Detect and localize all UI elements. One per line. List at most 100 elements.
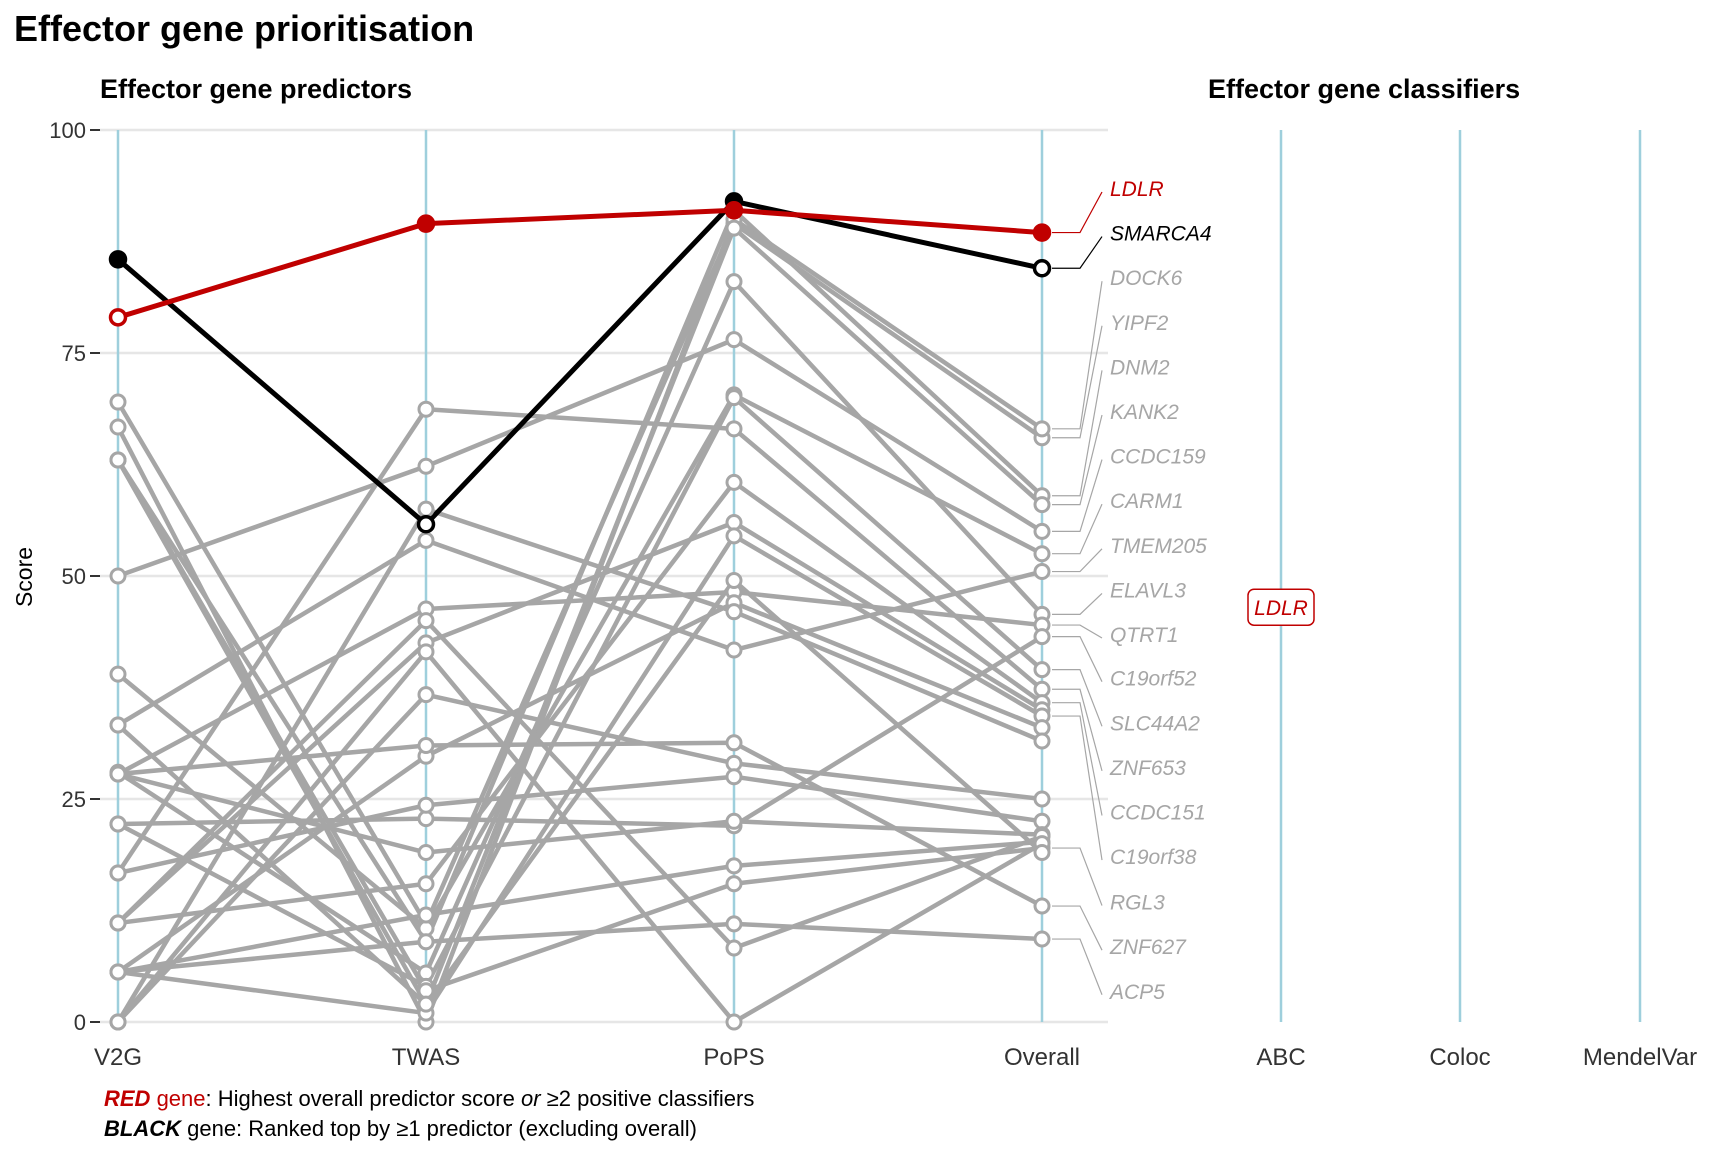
label-leader (1052, 236, 1103, 269)
predictors-panel-title: Effector gene predictors (100, 74, 413, 104)
gene-point (109, 963, 127, 981)
gene-point-smarca4 (416, 515, 436, 534)
legend-red-gene: gene (150, 1086, 206, 1111)
gene-line (116, 392, 1044, 931)
gene-point (725, 915, 743, 933)
gene-line (116, 618, 1043, 951)
label-leader (1052, 281, 1103, 430)
label-leader (1052, 503, 1103, 555)
gene-point (109, 451, 127, 469)
classifier-label: ABC (1256, 1044, 1305, 1071)
gene-line (117, 740, 1044, 909)
gene-line (117, 634, 1044, 829)
gene-point (109, 815, 127, 833)
gene-line (116, 520, 1044, 925)
gene-point (109, 393, 127, 411)
gene-point-ldlr (1032, 223, 1052, 242)
gene-point (109, 914, 127, 932)
classifier-label: MendelVar (1583, 1044, 1697, 1071)
label-leader (1052, 847, 1103, 906)
gene-point (417, 995, 435, 1013)
gene-label-dnm2: DNM2 (1110, 356, 1170, 379)
gene-point (1033, 522, 1051, 540)
y-tick-label: 50 (62, 564, 86, 589)
legend-black: BLACK gene: Ranked top by ≥1 predictor (… (104, 1116, 697, 1142)
gene-point (1033, 790, 1051, 808)
gene-labels-layer: LDLR SMARCA4 DOCK6 YIPF2 DNM2 KANK2 CCDC159 CAR… (1052, 178, 1212, 1004)
y-axis-label: Score (11, 547, 37, 607)
gene-label-rgl3: RGL3 (1110, 892, 1165, 915)
gene-point (109, 1013, 127, 1031)
ticks-layer: 0 25 50 75 100 V2G TWAS PoPS Overall ABC Coloc Mend… (49, 118, 1697, 1071)
gene-point (725, 273, 743, 291)
y-tick-label: 100 (49, 118, 86, 143)
background-lines-layer (116, 208, 1044, 1025)
gene-label-acp5: ACP5 (1108, 981, 1165, 1004)
gene-label-carm1: CARM1 (1110, 490, 1184, 513)
gene-line (116, 692, 1043, 1024)
label-leader (1052, 905, 1103, 951)
gene-point (417, 457, 435, 475)
y-tick-label: 75 (62, 341, 86, 366)
gene-point (109, 418, 127, 436)
gene-point-ldlr (108, 308, 128, 327)
legend-red-word: RED (104, 1086, 151, 1111)
gene-label-ccdc151: CCDC151 (1110, 801, 1206, 824)
gene-point (1033, 661, 1051, 679)
classifier-label: Coloc (1429, 1044, 1490, 1071)
gene-line (116, 649, 1044, 1025)
legend-black-word: BLACK (104, 1116, 181, 1141)
gene-point (109, 567, 127, 585)
gene-point (1033, 496, 1051, 514)
page-title: Effector gene prioritisation (14, 8, 475, 49)
gene-point (725, 420, 743, 438)
gene-line (116, 225, 1044, 1007)
gene-line (116, 208, 1044, 944)
gene-point (109, 864, 127, 882)
gene-point (417, 906, 435, 924)
gene-point (417, 796, 435, 814)
classifier-hit-box (1247, 588, 1315, 626)
gene-point (725, 875, 743, 893)
gene-point (417, 686, 435, 704)
gene-point (725, 939, 743, 957)
gene-point (417, 736, 435, 754)
gene-line-smarca4 (116, 198, 1043, 527)
gene-point (417, 643, 435, 661)
x-tick-label: PoPS (703, 1044, 764, 1071)
gene-label-znf627: ZNF627 (1109, 936, 1187, 959)
gene-point (725, 641, 743, 659)
gene-line (116, 458, 1043, 994)
gene-line (117, 480, 1044, 926)
gene-label-slc44a2: SLC44A2 (1110, 712, 1200, 735)
gene-label-c19orf52: C19orf52 (1110, 668, 1197, 691)
x-tick-label: TWAS (392, 1044, 460, 1071)
gene-label-smarca4: SMARCA4 (1110, 223, 1212, 246)
gene-label-tmem205: TMEM205 (1110, 535, 1207, 558)
label-leader (1052, 548, 1103, 573)
legend-red-text2: ≥2 positive classifiers (540, 1086, 755, 1111)
legend-red-or: or (520, 1086, 541, 1111)
gene-point (725, 527, 743, 545)
classifier-layer: LDLR (1247, 588, 1315, 626)
gene-label-ldlr: LDLR (1110, 178, 1164, 201)
gene-line (116, 506, 1043, 1024)
label-leader (1052, 624, 1103, 639)
gene-point (725, 768, 743, 786)
gene-point (417, 500, 435, 518)
gene-point (417, 400, 435, 418)
gene-label-dock6: DOCK6 (1110, 267, 1183, 290)
gene-point (109, 765, 127, 783)
gene-line (116, 589, 1043, 777)
label-leader (1052, 459, 1103, 533)
legend-red: RED gene: Highest overall predictor scor… (104, 1086, 754, 1112)
label-leader (1052, 592, 1103, 615)
gene-label-elavl3: ELAVL3 (1110, 579, 1186, 602)
legend-red-text: : Highest overall predictor score (205, 1086, 521, 1111)
gene-point (725, 857, 743, 875)
gene-point-smarca4 (1032, 259, 1052, 278)
classifier-hit-label: LDLR (1254, 597, 1308, 620)
gene-point-smarca4 (108, 250, 128, 269)
gene-point (1033, 628, 1051, 646)
